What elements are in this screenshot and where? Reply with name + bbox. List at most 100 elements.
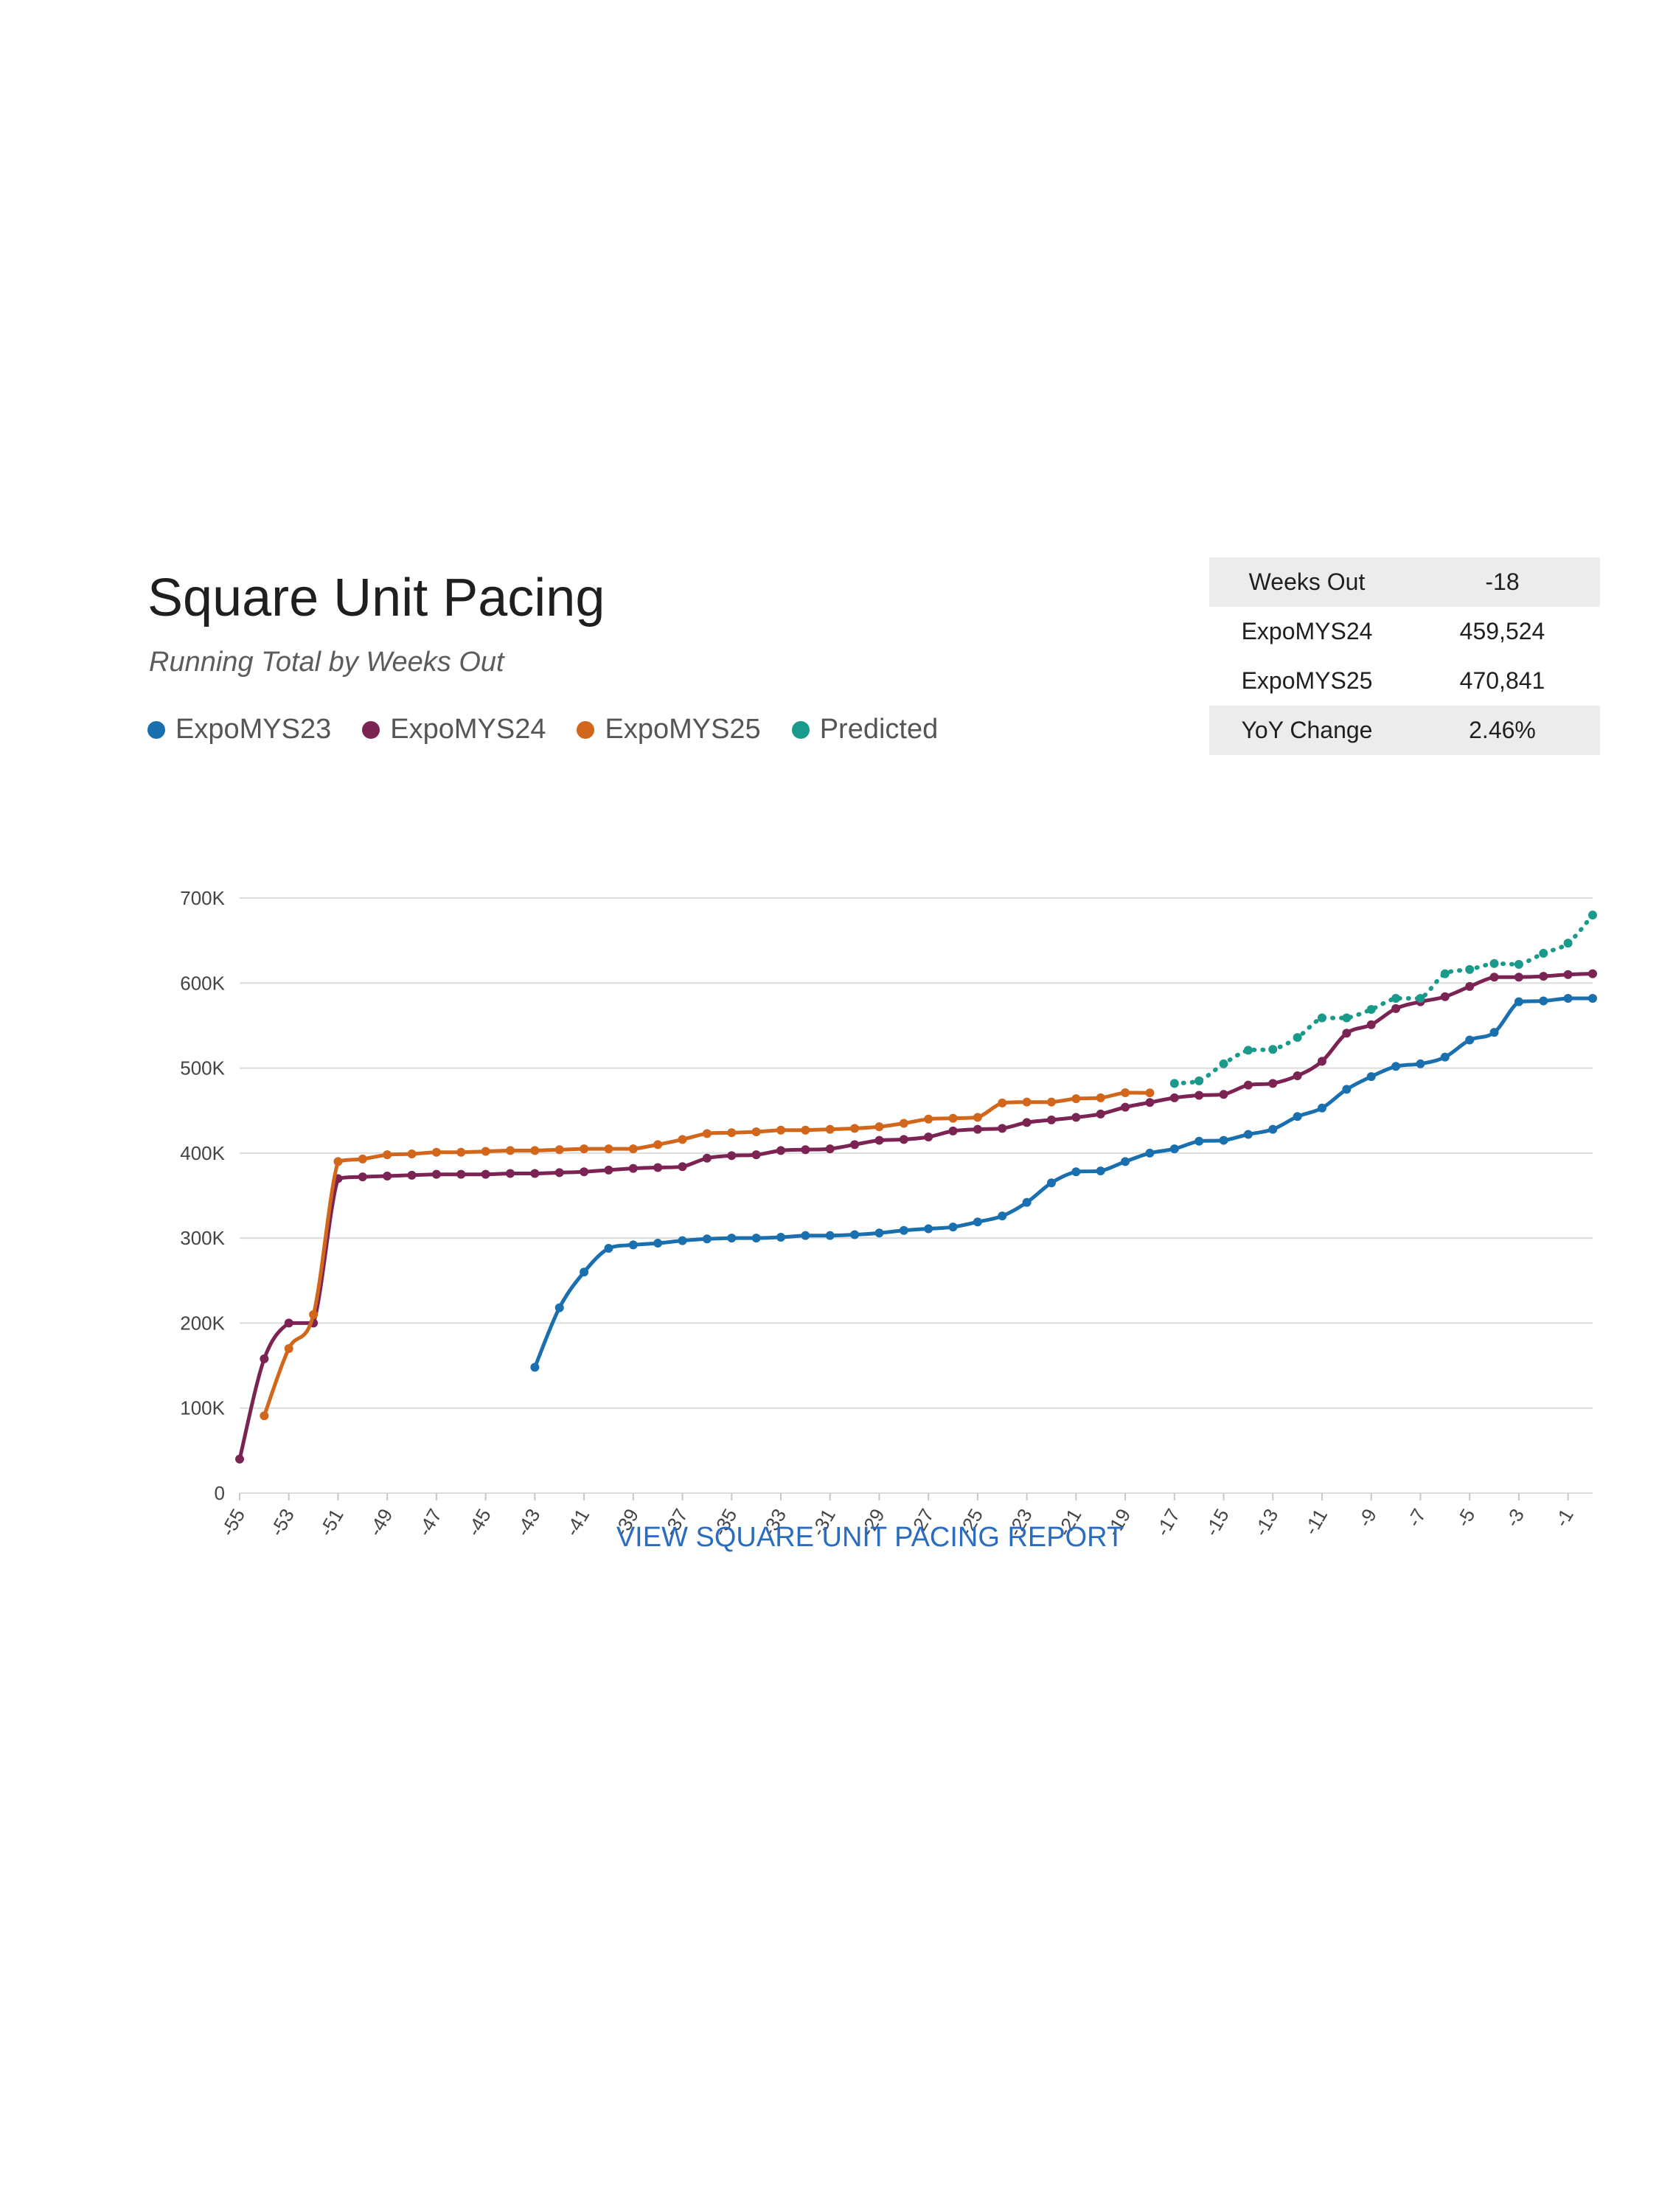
summary-value: -18 xyxy=(1405,557,1600,607)
data-point-expomys24 xyxy=(1342,1029,1352,1038)
summary-row-yoy-change: YoY Change 2.46% xyxy=(1209,706,1600,755)
data-point-expomys23 xyxy=(1145,1148,1155,1158)
data-point-expomys24 xyxy=(1440,992,1450,1001)
legend-dot-icon xyxy=(791,720,810,739)
summary-label: YoY Change xyxy=(1209,706,1405,755)
data-point-expomys25 xyxy=(604,1144,613,1154)
data-point-expomys24 xyxy=(1563,970,1573,979)
data-point-expomys23 xyxy=(1318,1103,1326,1113)
data-point-expomys25 xyxy=(1022,1097,1032,1107)
data-point-expomys25 xyxy=(751,1127,761,1137)
yoy-summary-table: Weeks Out -18 ExpoMYS24 459,524 ExpoMYS2… xyxy=(1209,557,1600,755)
data-point-expomys24 xyxy=(628,1164,638,1173)
data-point-predicted xyxy=(1588,911,1597,920)
data-point-expomys23 xyxy=(604,1243,613,1253)
data-point-expomys24 xyxy=(1293,1071,1302,1080)
data-point-expomys24 xyxy=(678,1162,687,1172)
data-point-expomys24 xyxy=(481,1169,490,1179)
data-point-predicted xyxy=(1440,969,1450,978)
data-point-expomys24 xyxy=(604,1165,613,1175)
data-point-expomys24 xyxy=(1391,1004,1401,1013)
summary-row-expomys25: ExpoMYS25 470,841 xyxy=(1209,656,1600,706)
data-point-expomys24 xyxy=(702,1153,712,1163)
data-point-expomys24 xyxy=(801,1145,810,1155)
legend-item-expomys24[interactable]: ExpoMYS24 xyxy=(362,714,546,745)
data-point-expomys24 xyxy=(530,1169,540,1178)
data-point-expomys24 xyxy=(653,1163,663,1172)
data-point-predicted xyxy=(1219,1059,1228,1068)
legend-item-predicted[interactable]: Predicted xyxy=(791,714,939,745)
data-point-expomys23 xyxy=(580,1267,589,1277)
data-point-expomys24 xyxy=(874,1135,884,1145)
data-point-expomys25 xyxy=(358,1154,367,1164)
data-point-expomys23 xyxy=(776,1232,785,1242)
data-point-expomys23 xyxy=(899,1225,908,1235)
data-point-expomys23 xyxy=(1169,1144,1179,1154)
y-tick-label: 500K xyxy=(180,1057,225,1079)
data-point-predicted xyxy=(1268,1045,1278,1054)
data-point-expomys23 xyxy=(1243,1130,1253,1139)
data-point-expomys25 xyxy=(1096,1093,1105,1102)
data-point-expomys24 xyxy=(383,1171,392,1180)
legend-label: ExpoMYS24 xyxy=(390,714,546,745)
data-point-expomys23 xyxy=(554,1303,564,1312)
view-report-link[interactable]: VIEW SQUARE UNIT PACING REPORT xyxy=(616,1522,1124,1553)
data-point-expomys24 xyxy=(284,1318,293,1328)
data-point-expomys23 xyxy=(1071,1167,1081,1177)
data-point-expomys23 xyxy=(530,1363,540,1372)
data-point-expomys25 xyxy=(727,1128,737,1138)
data-point-expomys25 xyxy=(678,1135,687,1144)
data-point-expomys25 xyxy=(628,1144,638,1154)
data-point-expomys25 xyxy=(899,1119,908,1128)
data-point-expomys24 xyxy=(850,1140,860,1150)
data-point-expomys24 xyxy=(358,1172,367,1182)
legend-label: Predicted xyxy=(819,714,939,745)
data-point-expomys23 xyxy=(1121,1157,1130,1166)
data-point-expomys23 xyxy=(825,1231,835,1240)
data-point-expomys23 xyxy=(924,1224,933,1234)
data-point-expomys24 xyxy=(1318,1057,1326,1066)
data-point-expomys25 xyxy=(1145,1088,1155,1098)
data-point-expomys23 xyxy=(1096,1166,1105,1176)
data-point-expomys25 xyxy=(653,1140,663,1150)
data-point-expomys25 xyxy=(383,1150,392,1160)
data-point-expomys25 xyxy=(506,1146,515,1155)
data-point-expomys24 xyxy=(456,1169,466,1179)
data-point-expomys24 xyxy=(1022,1118,1032,1127)
data-point-predicted xyxy=(1391,994,1401,1004)
summary-value: 470,841 xyxy=(1459,667,1545,694)
data-point-expomys23 xyxy=(702,1234,712,1244)
data-point-expomys24 xyxy=(1169,1093,1179,1102)
data-point-expomys25 xyxy=(776,1125,785,1135)
legend-dot-icon xyxy=(362,720,380,739)
data-point-expomys25 xyxy=(407,1150,417,1159)
series-line-expomys23 xyxy=(532,996,1595,1369)
legend-item-expomys25[interactable]: ExpoMYS25 xyxy=(577,714,761,745)
chart-title: Square Unit Pacing xyxy=(147,568,605,627)
summary-value: 2.46% xyxy=(1405,706,1600,755)
data-point-expomys25 xyxy=(948,1113,958,1123)
data-point-expomys25 xyxy=(481,1147,490,1156)
legend-item-expomys23[interactable]: ExpoMYS23 xyxy=(147,714,331,745)
data-point-expomys24 xyxy=(1514,973,1523,982)
y-tick-label: 600K xyxy=(180,972,225,994)
data-point-expomys24 xyxy=(751,1150,761,1160)
data-point-expomys25 xyxy=(333,1157,343,1166)
data-point-expomys24 xyxy=(235,1454,244,1464)
data-point-expomys23 xyxy=(1366,1072,1376,1082)
data-point-expomys23 xyxy=(1342,1085,1352,1094)
legend-dot-icon xyxy=(577,720,595,739)
y-tick-label: 200K xyxy=(180,1312,225,1334)
data-point-expomys24 xyxy=(1243,1080,1253,1090)
data-point-expomys23 xyxy=(1588,994,1597,1004)
data-point-predicted xyxy=(1563,939,1573,948)
data-point-expomys23 xyxy=(801,1231,810,1240)
data-point-expomys25 xyxy=(973,1113,982,1122)
data-point-predicted xyxy=(1416,994,1425,1004)
data-point-predicted xyxy=(1293,1033,1302,1043)
series-line-expomys25 xyxy=(262,1091,1152,1418)
data-point-expomys25 xyxy=(431,1147,441,1157)
chart-grid xyxy=(240,897,1593,1494)
data-point-expomys23 xyxy=(1563,994,1573,1004)
